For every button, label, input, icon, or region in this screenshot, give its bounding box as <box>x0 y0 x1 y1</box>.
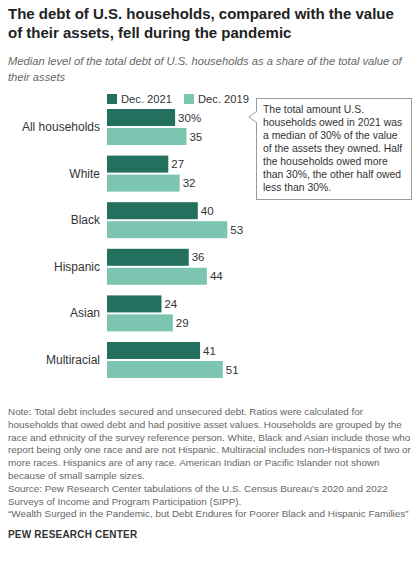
data-label: 53 <box>230 224 243 236</box>
note: Note: Total debt includes secured and un… <box>8 406 414 483</box>
data-label: 30% <box>178 112 201 124</box>
legend-label: Dec. 2019 <box>198 93 249 105</box>
category-label: White <box>69 167 100 181</box>
category-label: All households <box>22 120 100 134</box>
bar <box>107 221 227 238</box>
category-label: Hispanic <box>54 260 100 274</box>
title: The debt of U.S. households, compared wi… <box>8 4 396 42</box>
data-label: 41 <box>203 345 216 357</box>
source: Source: Pew Research Center tabulations … <box>8 483 414 509</box>
category-label: Black <box>71 213 101 227</box>
data-label: 29 <box>176 317 189 329</box>
bar <box>107 314 173 331</box>
legend-label: Dec. 2021 <box>121 93 172 105</box>
credit: PEW RESEARCH CENTER <box>8 529 414 542</box>
data-label: 32 <box>183 177 196 189</box>
bar <box>107 202 198 219</box>
subtitle: Median level of the total debt of U.S. h… <box>8 53 414 85</box>
data-label: 35 <box>189 131 202 143</box>
labels: All households White Black Hispanic Asian Mul… <box>22 112 243 376</box>
bar <box>107 342 200 359</box>
data-label: 51 <box>226 364 239 376</box>
bar <box>107 128 186 145</box>
data-label: 44 <box>210 270 223 282</box>
report-title: “Wealth Surged in the Pandemic, but Debt… <box>8 508 414 521</box>
bar <box>107 295 161 312</box>
category-label: Asian <box>70 306 100 320</box>
bars <box>107 109 227 378</box>
bar <box>107 156 168 173</box>
bar <box>107 109 175 126</box>
annot: The total amount U.S. households owed in… <box>256 98 412 200</box>
data-label: 40 <box>201 205 214 217</box>
bar <box>107 268 207 285</box>
category-label: Multiracial <box>46 353 100 367</box>
data-label: 24 <box>164 298 177 310</box>
data-label: 27 <box>171 158 184 170</box>
data-label: 36 <box>192 251 205 263</box>
bar <box>107 361 223 378</box>
bar <box>107 249 189 266</box>
legend-swatch <box>107 94 117 104</box>
footer: Note: Total debt includes secured and un… <box>8 406 414 542</box>
bar <box>107 175 180 192</box>
legend-swatch <box>184 94 194 104</box>
